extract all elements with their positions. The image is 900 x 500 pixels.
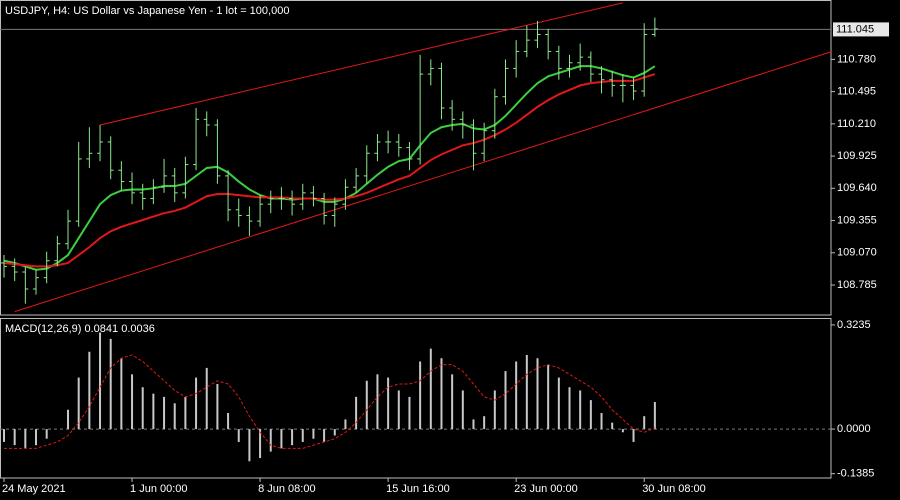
channel-line [99,2,623,126]
chart-title: USDJPY, H4: US Dollar vs Japanese Yen - … [5,5,289,17]
macd-value: 0.0841 [84,323,118,335]
x-tick-label: 15 Jun 16:00 [386,483,450,495]
x-tick-label: 23 Jun 00:00 [514,483,578,495]
x-tick-label: 30 Jun 08:00 [642,483,706,495]
y-tick-label: 110.495 [837,86,876,98]
signal-line [4,354,656,449]
macd-pane-frame [0,318,832,479]
y-tick-label: 0.0000 [837,423,871,435]
channel-line [14,50,833,313]
y-tick-label: 109.355 [837,214,877,226]
price-pane-frame [0,0,832,316]
current-price-label: 111.045 [836,23,874,35]
indicator-name: MACD(12,26,9) [5,323,81,335]
x-tick-label: 8 Jun 08:00 [258,483,316,495]
y-tick-label: 110.210 [837,118,876,130]
y-tick-label: 109.640 [837,182,877,194]
x-tick-label: 1 Jun 00:00 [130,483,188,495]
moving-average [3,73,656,268]
moving-average [3,65,656,271]
signal-value: 0.0036 [121,323,155,335]
y-tick-label: -0.1385 [837,468,874,480]
current-price-box [833,22,889,37]
y-tick-label: 108.785 [837,279,877,291]
y-tick-label: 110.780 [837,53,876,65]
y-tick-label: 109.925 [837,150,877,162]
x-tick-label: 24 May 2021 [2,483,66,495]
y-tick-label: 109.070 [837,247,877,259]
indicator-label: MACD(12,26,9) 0.0841 0.0036 [5,323,155,335]
plot-area: 108.785 109.070 109.355 109.640 109.925 110.2… [0,2,889,495]
y-tick-label: 0.3235 [837,319,871,331]
